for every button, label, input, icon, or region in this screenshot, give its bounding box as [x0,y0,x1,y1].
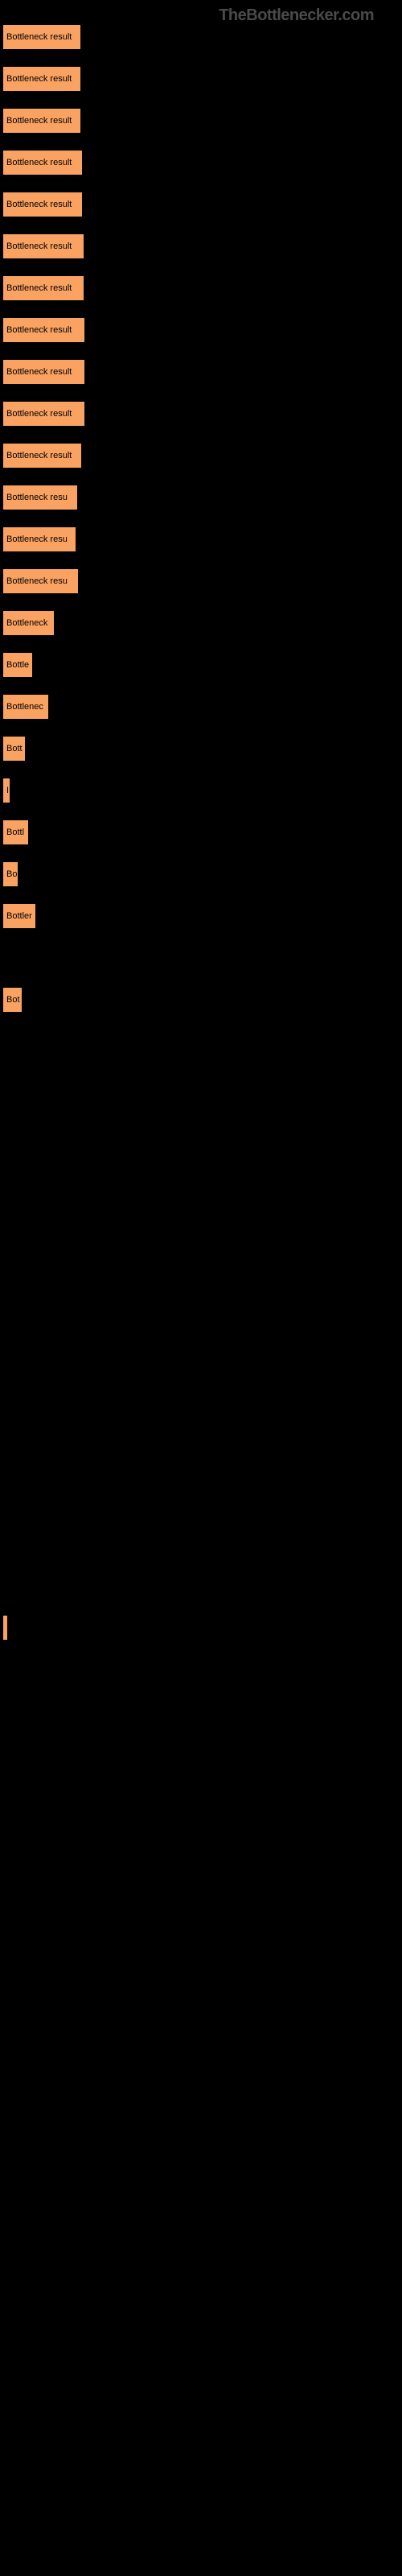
bar-row: Bottle [3,652,402,678]
bar-row: Bot [3,987,402,1013]
bar: Bottleneck result [3,402,84,426]
bar-row [3,1322,402,1348]
bar-row [3,1154,402,1180]
bar-row: Bottleneck [3,610,402,636]
bar-row: Bottleneck result [3,66,402,92]
bar-row: Bottleneck result [3,443,402,469]
bar-label: Bottleneck result [6,283,72,293]
bar: Bot [3,988,22,1012]
bar-label: Bottle [6,660,29,670]
bar-label: Bott [6,744,23,753]
bar-label: Bottleneck result [6,325,72,335]
bar: Bottleneck result [3,25,80,49]
bar-label: Bottleneck resu [6,576,68,586]
bar-row [3,1406,402,1431]
bar-row: Bottleneck result [3,192,402,217]
bar-label: Bo [6,869,17,879]
bar: Bottleneck result [3,444,81,468]
bar-row [3,1447,402,1473]
bar-label: Bottleneck result [6,200,72,209]
bar-label: Bottl [6,828,24,837]
bar-row [3,1238,402,1264]
bar-label: Bot [6,995,20,1005]
bar-row: Bottleneck result [3,317,402,343]
bar-row [3,1531,402,1557]
bar: Bottle [3,653,32,677]
bar-label: Bottleneck resu [6,535,68,544]
bar-row: Bottleneck result [3,275,402,301]
bar-row [3,1573,402,1599]
bar-row: Bottleneck result [3,401,402,427]
bar-row: Bottleneck result [3,108,402,134]
bar-row [3,945,402,971]
bar: Bottleneck result [3,192,82,217]
bar: Bottleneck result [3,151,82,175]
bar-label: Bottleneck result [6,451,72,460]
bar-label: Bottleneck result [6,116,72,126]
bar-row: Bott [3,736,402,762]
bar-row [3,1029,402,1055]
bar-row [3,1196,402,1222]
bar-row [3,1489,402,1515]
bar: Bottleneck result [3,234,84,258]
bar: Bottleneck result [3,67,80,91]
bar-label: Bottler [6,911,32,921]
bar-label: Bottleneck [6,618,47,628]
bar: Bottler [3,904,35,928]
bar: I [3,778,10,803]
bar-row: Bottleneck result [3,24,402,50]
bar-row: Bottler [3,903,402,929]
bar-label: Bottleneck result [6,74,72,84]
bar: Bottleneck result [3,360,84,384]
bar: Bottleneck result [3,318,84,342]
bar-row [3,1113,402,1138]
bar-row: Bottleneck result [3,233,402,259]
bar: Bo [3,862,18,886]
bar-row: Bottleneck resu [3,485,402,510]
bar: Bottleneck resu [3,569,78,593]
bar-row [3,1071,402,1096]
bar: Bottl [3,820,28,844]
bar-row: I [3,778,402,803]
bar-label: Bottleneck result [6,409,72,419]
watermark-text: TheBottlenecker.com [219,6,374,25]
bar [3,1616,7,1640]
bar-row: Bottleneck resu [3,568,402,594]
bar-label: I [6,786,9,795]
bar-label: Bottleneck result [6,242,72,251]
bar-row: Bottlenec [3,694,402,720]
bar-row: Bottleneck resu [3,526,402,552]
bar-row: Bottl [3,819,402,845]
bar-row [3,1615,402,1641]
bar-label: Bottlenec [6,702,43,712]
bar: Bottleneck result [3,109,80,133]
bar-label: Bottleneck result [6,158,72,167]
bar: Bottleneck resu [3,485,77,510]
bar-row: Bottleneck result [3,359,402,385]
bar-label: Bottleneck result [6,367,72,377]
bar-label: Bottleneck resu [6,493,68,502]
bar: Bottleneck resu [3,527,76,551]
bar-row [3,1280,402,1306]
bar-row: Bottleneck result [3,150,402,175]
bar: Bottleneck result [3,276,84,300]
bar: Bottlenec [3,695,48,719]
bar-label: Bottleneck result [6,32,72,42]
bar: Bott [3,737,25,761]
bar-row [3,1364,402,1389]
bar-chart: Bottleneck result Bottleneck result Bottle… [0,0,402,1641]
bar-row: Bo [3,861,402,887]
bar: Bottleneck [3,611,54,635]
